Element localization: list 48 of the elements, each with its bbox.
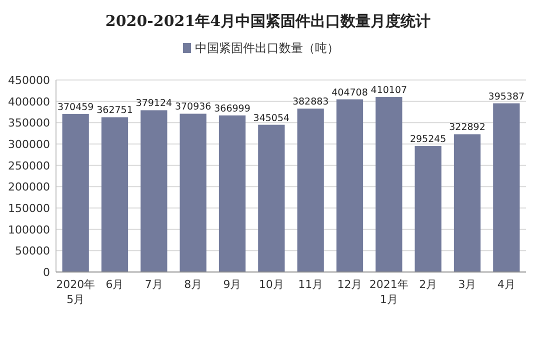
y-tick-label: 200000: [8, 180, 50, 194]
data-label: 395387: [488, 91, 525, 102]
data-label: 345054: [253, 112, 290, 124]
y-tick-label: 0: [43, 266, 50, 279]
x-tick-label: 12月: [337, 278, 362, 291]
y-tick-label: 300000: [8, 138, 50, 151]
y-tick-label: 100000: [8, 223, 50, 236]
data-label: 370936: [174, 102, 212, 113]
legend-label: 中国紧固件出口数量（吨）: [195, 41, 339, 55]
x-tick-label: 2020年 5月: [56, 278, 96, 306]
x-tick-label: 3月: [458, 278, 476, 291]
bar: [414, 146, 442, 272]
bar: [62, 114, 89, 272]
data-label: 410107: [370, 85, 408, 96]
chart-title: 2020-2021年4月中国紧固件出口数量月度统计: [105, 12, 431, 30]
bar: [376, 97, 402, 272]
y-tick-label: 150000: [8, 202, 50, 215]
bar: [258, 124, 285, 272]
bar: [454, 134, 481, 272]
data-label: 362751: [96, 105, 133, 116]
bar: [218, 115, 246, 272]
bar: [180, 114, 206, 272]
y-tick-label: 400000: [8, 95, 50, 108]
data-label: 322892: [449, 122, 486, 134]
y-tick-label: 450000: [8, 74, 50, 87]
x-tick-label: 10月: [258, 278, 284, 291]
bar: [297, 108, 324, 272]
x-tick-label: 4月: [497, 278, 516, 291]
bar: [140, 110, 168, 272]
x-tick-label: 7月: [144, 278, 163, 291]
data-label: 404708: [332, 87, 368, 98]
x-tick-label: 9月: [223, 278, 242, 291]
data-label: 370459: [57, 102, 94, 113]
data-label: 295245: [410, 134, 446, 146]
data-label: 379124: [136, 98, 172, 110]
bar: [101, 117, 128, 272]
x-tick-label: 8月: [184, 278, 202, 291]
data-label: 366999: [214, 103, 250, 114]
bar: [493, 103, 520, 272]
x-tick-label: 2月: [419, 278, 438, 291]
x-tick-label: 11月: [298, 278, 324, 291]
y-tick-label: 250000: [8, 159, 50, 172]
bar: [336, 99, 364, 272]
x-tick-label: 2021年 1月: [369, 278, 408, 306]
x-tick-label: 6月: [106, 278, 124, 291]
data-label: 382883: [292, 96, 329, 108]
y-tick-label: 50000: [15, 244, 50, 258]
y-tick-label: 350000: [8, 116, 50, 130]
